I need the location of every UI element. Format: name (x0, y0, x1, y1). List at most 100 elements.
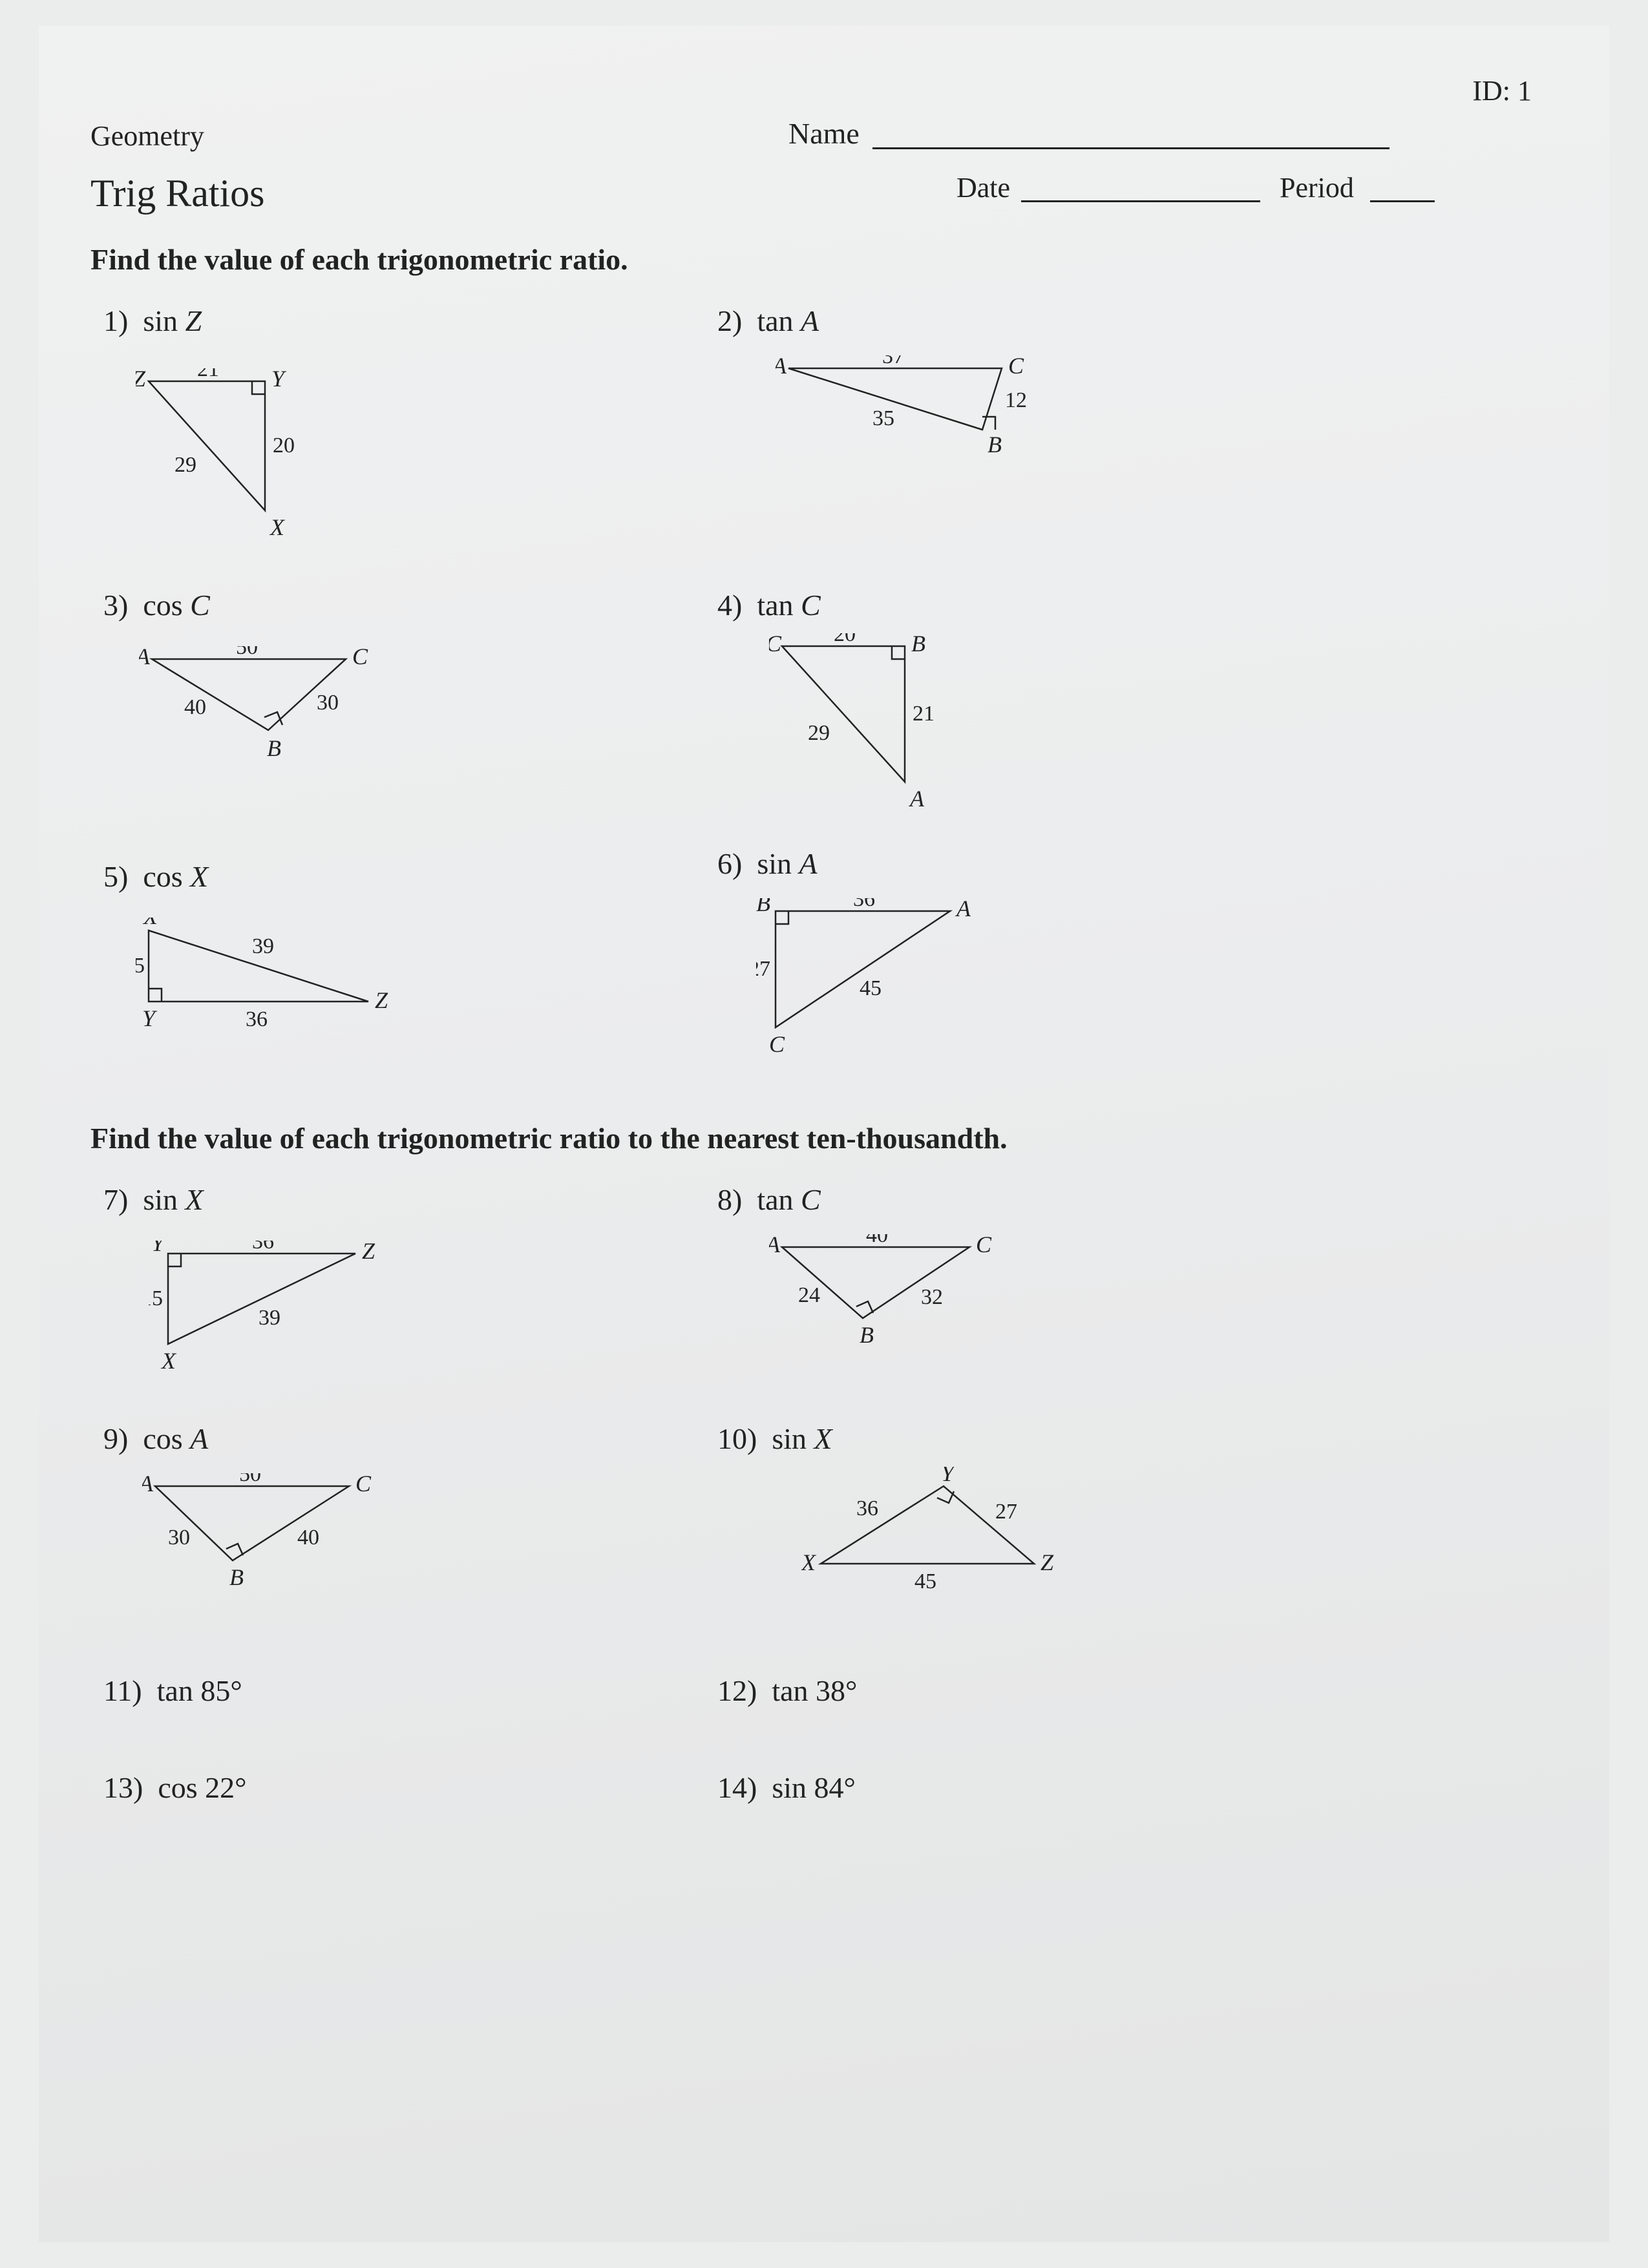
triangle-q6: 362745BAC (756, 898, 989, 1073)
worksheet-title: Trig Ratios (90, 171, 265, 216)
problem-12: 12) tan 38° (717, 1674, 857, 1708)
name-blank[interactable] (872, 147, 1389, 149)
svg-text:20: 20 (273, 434, 295, 457)
svg-text:C: C (976, 1234, 992, 1257)
period-label: Period (1280, 171, 1354, 204)
svg-text:37: 37 (882, 355, 904, 368)
svg-text:29: 29 (808, 721, 830, 745)
worksheet-id: ID: 1 (1472, 74, 1532, 107)
period-blank[interactable] (1370, 200, 1435, 202)
svg-text:27: 27 (995, 1500, 1017, 1524)
problem-5: 5) cos X (103, 859, 208, 894)
svg-text:A: A (139, 646, 151, 669)
svg-text:21: 21 (197, 368, 219, 381)
triangle-q10: 453627XZY (801, 1467, 1073, 1602)
svg-text:24: 24 (798, 1283, 820, 1307)
trig-fn: sin (143, 304, 185, 337)
svg-text:Y: Y (941, 1467, 956, 1486)
trig-expr: cos 22° (158, 1771, 246, 1804)
problem-13: 13) cos 22° (103, 1770, 247, 1805)
svg-text:45: 45 (914, 1570, 936, 1593)
problem-number: 8) (717, 1183, 742, 1216)
trig-var: X (185, 1183, 204, 1216)
problem-number: 1) (103, 304, 128, 337)
svg-text:A: A (769, 1234, 781, 1257)
date-label: Date (956, 171, 1010, 204)
svg-text:X: X (269, 514, 286, 540)
triangle-q9: 503040ACB (142, 1473, 388, 1602)
svg-text:40: 40 (184, 695, 206, 719)
svg-text:Y: Y (151, 1241, 167, 1256)
svg-text:Z: Z (1041, 1549, 1054, 1575)
svg-text:A: A (142, 1473, 154, 1496)
svg-text:20: 20 (834, 633, 856, 646)
triangle-q8: 402432ACB (769, 1234, 1015, 1363)
svg-text:15: 15 (136, 954, 145, 978)
svg-text:Y: Y (271, 368, 287, 392)
trig-fn: tan (757, 304, 801, 337)
svg-text:32: 32 (921, 1285, 943, 1309)
problem-14: 14) sin 84° (717, 1770, 856, 1805)
trig-fn: cos (143, 860, 190, 893)
svg-text:X: X (142, 918, 159, 929)
svg-text:B: B (911, 633, 925, 656)
problem-7: 7) sin X (103, 1182, 204, 1217)
svg-text:X: X (160, 1348, 177, 1374)
svg-text:30: 30 (168, 1526, 190, 1549)
svg-text:15: 15 (149, 1286, 163, 1310)
svg-text:C: C (1008, 355, 1024, 379)
name-label: Name (788, 116, 860, 151)
svg-text:B: B (267, 735, 281, 761)
trig-var: X (814, 1422, 832, 1455)
section-2-heading: Find the value of each trigonometric rat… (90, 1121, 1008, 1155)
svg-text:36: 36 (246, 1007, 268, 1031)
section-1-heading: Find the value of each trigonometric rat… (90, 242, 628, 277)
svg-text:50: 50 (236, 646, 258, 659)
trig-var: C (190, 589, 210, 622)
problem-11: 11) tan 85° (103, 1674, 242, 1708)
svg-text:12: 12 (1005, 388, 1027, 412)
worksheet-page: ID: 1 Geometry Name Date Period Trig Rat… (39, 26, 1609, 2242)
subject-label: Geometry (90, 120, 204, 152)
trig-fn: tan (757, 589, 801, 622)
svg-text:B: B (229, 1564, 244, 1590)
problem-number: 12) (717, 1674, 757, 1707)
problem-6: 6) sin A (717, 846, 818, 881)
trig-fn: sin (772, 1422, 814, 1455)
triangle-q1: 212029ZYX (136, 368, 317, 549)
trig-fn: sin (143, 1183, 185, 1216)
triangle-q7: 361539YZX (149, 1241, 394, 1383)
svg-text:40: 40 (297, 1526, 319, 1549)
svg-text:Z: Z (375, 987, 388, 1013)
trig-expr: tan 38° (772, 1674, 857, 1707)
trig-expr: sin 84° (772, 1771, 856, 1804)
trig-expr: tan 85° (157, 1674, 242, 1707)
problem-number: 10) (717, 1422, 757, 1455)
trig-fn: cos (143, 1422, 190, 1455)
date-blank[interactable] (1021, 200, 1260, 202)
problem-number: 14) (717, 1771, 757, 1804)
svg-text:A: A (776, 355, 787, 379)
svg-text:Z: Z (136, 368, 146, 392)
problem-number: 13) (103, 1771, 143, 1804)
trig-var: X (190, 860, 208, 893)
svg-text:36: 36 (856, 1496, 878, 1520)
svg-text:C: C (355, 1473, 372, 1496)
svg-text:A: A (955, 898, 971, 921)
svg-text:39: 39 (259, 1306, 280, 1330)
trig-var: C (801, 1183, 821, 1216)
problem-number: 11) (103, 1674, 142, 1707)
svg-text:27: 27 (756, 957, 770, 981)
problem-number: 2) (717, 304, 742, 337)
trig-var: A (801, 304, 819, 337)
problem-number: 9) (103, 1422, 128, 1455)
svg-text:30: 30 (317, 691, 339, 715)
trig-var: A (799, 847, 818, 880)
problem-number: 7) (103, 1183, 128, 1216)
svg-text:36: 36 (252, 1241, 274, 1254)
problem-8: 8) tan C (717, 1182, 821, 1217)
problem-number: 6) (717, 847, 742, 880)
svg-text:39: 39 (252, 934, 274, 958)
trig-var: A (190, 1422, 208, 1455)
problem-3: 3) cos C (103, 588, 210, 622)
